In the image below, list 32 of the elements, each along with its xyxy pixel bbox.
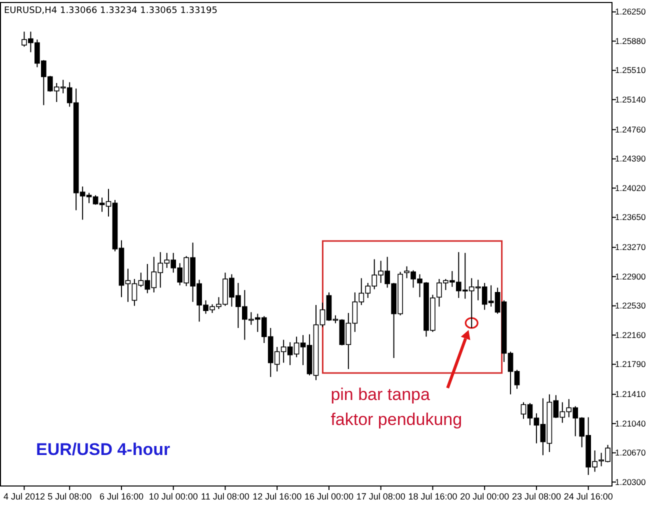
x-tick-label: 20 Jul 00:00 [460,491,510,502]
y-tick-label: 1.24390 [615,154,646,164]
x-tick-label: 23 Jul 08:00 [512,491,561,502]
y-tick-label: 1.26250 [615,6,646,17]
x-tick-label: 5 Jul 08:00 [48,491,92,502]
x-tick-label: 6 Jul 16:00 [99,491,144,502]
y-tick-label: 1.25140 [615,94,646,104]
y-tick-label: 1.22160 [615,330,646,340]
y-tick-label: 1.22900 [615,271,646,282]
x-tick-label: 10 Jul 00:00 [148,491,198,502]
y-tick-label: 1.21410 [615,389,646,400]
x-tick-label: 16 Jul 00:00 [304,491,354,502]
annotation: pin bar tanpa faktor pendukung [330,385,462,429]
x-tick-label: 17 Jul 08:00 [356,491,406,502]
y-tick-label: 1.24760 [615,124,646,134]
y-tick-label: 1.20670 [615,448,646,458]
chart-title: EURUSD,H4 1.33066 1.33234 1.33065 1.33195 [4,6,218,16]
annotation: EUR/USD 4-hour [36,440,170,459]
x-tick-label: 12 Jul 16:00 [252,491,302,502]
y-tick-label: 1.23270 [615,242,646,252]
y-tick-label: 1.22530 [615,300,646,311]
y-tick-label: 1.25510 [615,65,646,76]
y-tick-label: 1.21040 [615,418,646,428]
x-tick-label: 11 Jul 08:00 [201,491,250,502]
y-tick-label: 1.20300 [615,476,646,487]
x-tick-label: 24 Jul 16:00 [564,491,613,502]
y-tick-label: 1.25880 [615,36,646,46]
x-tick-label: 18 Jul 16:00 [408,491,458,502]
x-tick-label: 4 Jul 2012 [3,491,45,502]
y-tick-label: 1.23650 [615,212,646,222]
y-tick-label: 1.24020 [615,182,646,193]
y-tick-label: 1.21790 [615,359,646,370]
